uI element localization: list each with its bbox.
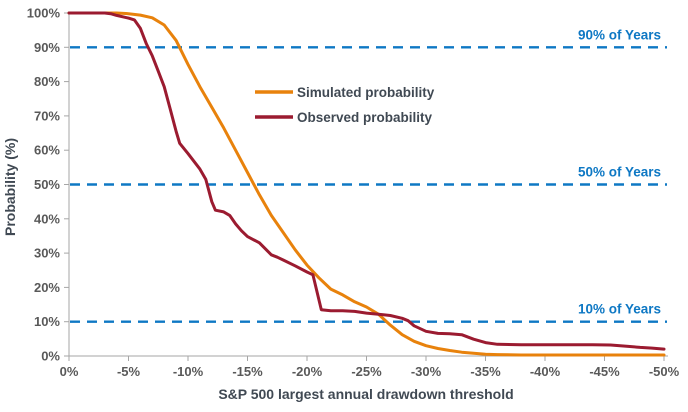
x-tick-label: -35% — [470, 364, 501, 379]
y-tick-label: 30% — [34, 246, 60, 261]
legend-label-observed-probability: Observed probability — [297, 110, 433, 125]
y-tick-label: 10% — [34, 314, 60, 329]
y-tick-label: 90% — [34, 40, 60, 55]
legend-label-simulated-probability: Simulated probability — [297, 85, 435, 100]
y-tick-label: 80% — [34, 74, 60, 89]
reference-label-10: 10% of Years — [578, 302, 661, 317]
y-tick-label: 20% — [34, 280, 60, 295]
x-tick-label: -15% — [232, 364, 263, 379]
x-tick-label: -20% — [292, 364, 323, 379]
x-axis-title: S&P 500 largest annual drawdown threshol… — [218, 386, 513, 402]
y-tick-label: 100% — [27, 6, 61, 21]
y-tick-label: 50% — [34, 177, 60, 192]
x-tick-label: -45% — [589, 364, 620, 379]
y-tick-label: 40% — [34, 211, 60, 226]
series-line-simulated-probability — [67, 11, 666, 357]
reference-label-90: 90% of Years — [578, 27, 661, 42]
x-tick-label: -5% — [117, 364, 141, 379]
reference-label-50: 50% of Years — [578, 165, 661, 180]
y-tick-label: 60% — [34, 143, 60, 158]
x-tick-label: -40% — [530, 364, 561, 379]
y-tick-label: 0% — [41, 349, 60, 364]
series-line-observed-probability — [67, 11, 666, 351]
y-tick-label: 70% — [34, 108, 60, 123]
y-axis-title: Probability (%) — [2, 138, 18, 236]
x-tick-label: -10% — [173, 364, 204, 379]
x-tick-label: -30% — [411, 364, 442, 379]
x-tick-label: -50% — [649, 364, 680, 379]
x-tick-label: -25% — [351, 364, 382, 379]
x-tick-label: 0% — [60, 364, 79, 379]
